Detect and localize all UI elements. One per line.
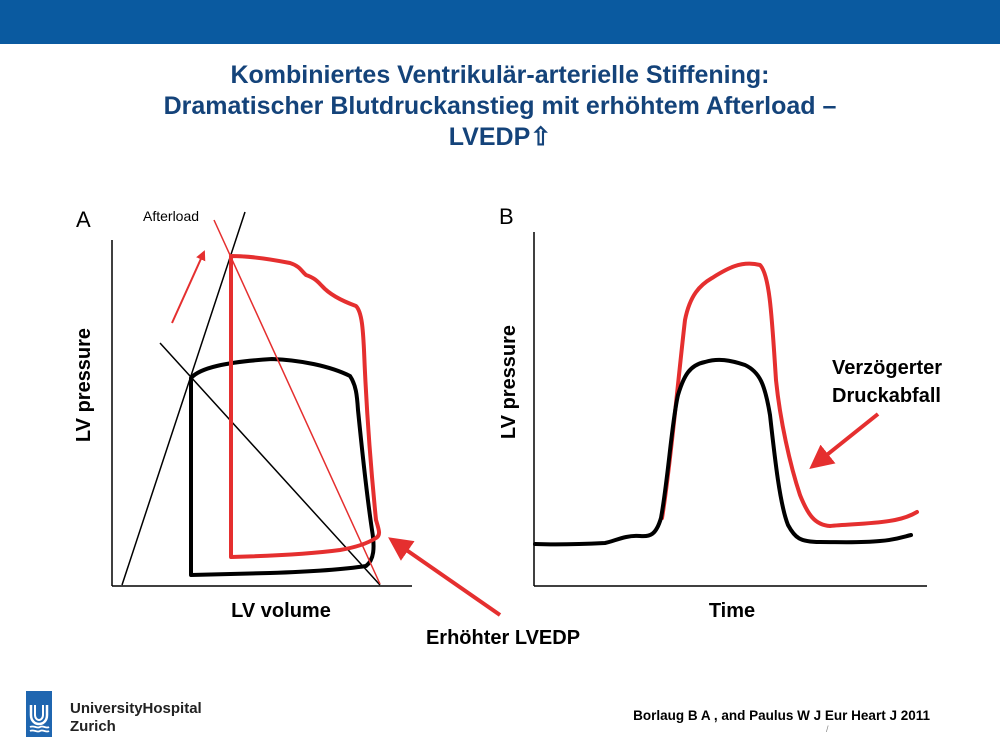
afterload-increase-arrow <box>171 250 206 324</box>
lvedp-annotation: Erhöhter LVEDP <box>426 627 580 649</box>
pressure-trace-baseline <box>533 357 913 547</box>
citation: Borlaug B A , and Paulus W J Eur Heart J… <box>633 708 930 723</box>
panel-b: B LV pressure Time Verzögerter Druckabfa… <box>498 204 942 622</box>
panel-a-xlabel: LV volume <box>231 600 331 622</box>
panel-b-xlabel: Time <box>709 600 755 622</box>
slide-title: Kombiniertes Ventrikulär-arterielle Stif… <box>0 60 1000 153</box>
panel-b-ylabel: LV pressure <box>498 325 520 439</box>
delayed-drop-annotation-line-1: Verzögerter <box>832 357 942 379</box>
lvedp-arrow <box>388 537 502 617</box>
afterload-label: Afterload <box>143 208 199 224</box>
afterload-line-black <box>159 342 381 586</box>
title-line-3: LVEDP⇧ <box>448 123 552 151</box>
university-hospital-logo-icon <box>26 691 52 737</box>
top-banner <box>0 0 1000 44</box>
panel-a-ylabel: LV pressure <box>73 328 95 442</box>
espvr-line <box>121 211 246 586</box>
title-line-1: Kombiniertes Ventrikulär-arterielle Stif… <box>230 61 770 89</box>
panel-a: A Afterload LV pressure LV volume Erhöht… <box>73 207 580 649</box>
slide-mark: / <box>826 724 829 734</box>
delayed-drop-arrow <box>809 412 880 469</box>
pv-loop-stiffened <box>229 254 381 559</box>
org-name: UniversityHospital Zurich <box>70 700 202 736</box>
org-name-line-2: Zurich <box>70 718 116 735</box>
delayed-drop-annotation-line-2: Druckabfall <box>832 385 941 407</box>
panel-a-letter: A <box>76 207 91 232</box>
pressure-trace-stiffened <box>660 261 919 528</box>
org-name-line-1: UniversityHospital <box>70 700 202 717</box>
pv-loop-baseline <box>189 357 376 577</box>
panel-b-letter: B <box>499 204 514 229</box>
title-line-2: Dramatischer Blutdruckanstieg mit erhöht… <box>163 92 837 120</box>
afterload-line-red <box>213 219 381 585</box>
